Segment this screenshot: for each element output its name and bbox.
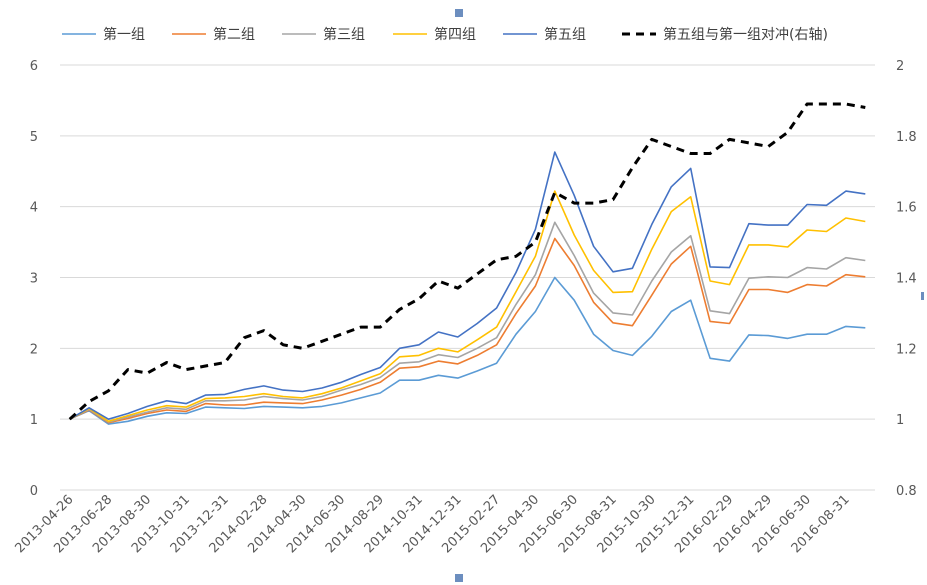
right-axis-tick-label: 1.6 bbox=[896, 201, 917, 216]
left-axis-tick-label: 4 bbox=[30, 201, 38, 216]
series-line-6 bbox=[68, 102, 866, 421]
right-axis-tick-label: 1.8 bbox=[896, 130, 917, 145]
right-axis-tick-label: 1.4 bbox=[896, 272, 917, 287]
legend: 第一组 第二组 第三组 第四组 第五组 第五组与第一组对冲(右轴) bbox=[62, 26, 828, 43]
series-line-2 bbox=[69, 237, 866, 424]
left-axis-tick-label: 6 bbox=[30, 59, 38, 74]
right-axis-tick-label: 1 bbox=[896, 413, 904, 428]
chart-selection-handles bbox=[455, 9, 924, 582]
left-axis-tick-label: 3 bbox=[30, 272, 38, 287]
selection-handle-top[interactable] bbox=[455, 9, 463, 17]
left-axis-tick-labels: 0 1 2 3 4 5 6 bbox=[30, 59, 38, 499]
left-axis-tick-label: 5 bbox=[30, 130, 38, 145]
series-line-5 bbox=[69, 151, 866, 421]
left-axis-tick-label: 2 bbox=[30, 342, 38, 357]
selection-handle-right[interactable] bbox=[921, 292, 924, 300]
right-axis-tick-labels: 0.8 1 1.2 1.4 1.6 1.8 2 bbox=[896, 59, 917, 499]
selection-handle-bottom[interactable] bbox=[455, 574, 463, 582]
legend-label: 第四组 bbox=[434, 26, 476, 43]
gridlines bbox=[60, 64, 875, 491]
series-layer bbox=[68, 102, 866, 425]
legend-label: 第一组 bbox=[103, 26, 145, 43]
right-axis-tick-label: 1.2 bbox=[896, 342, 917, 357]
legend-label: 第二组 bbox=[213, 26, 255, 43]
right-axis-tick-label: 2 bbox=[896, 59, 904, 74]
left-axis-tick-label: 0 bbox=[30, 484, 38, 499]
legend-label: 第五组与第一组对冲(右轴) bbox=[663, 26, 828, 43]
series-line-1 bbox=[69, 276, 866, 425]
left-axis-tick-label: 1 bbox=[30, 413, 38, 428]
series-line-4 bbox=[69, 190, 866, 423]
legend-label: 第三组 bbox=[323, 26, 365, 43]
series-line-3 bbox=[69, 221, 866, 423]
legend-label: 第五组 bbox=[544, 26, 586, 43]
right-axis-tick-label: 0.8 bbox=[896, 484, 917, 499]
